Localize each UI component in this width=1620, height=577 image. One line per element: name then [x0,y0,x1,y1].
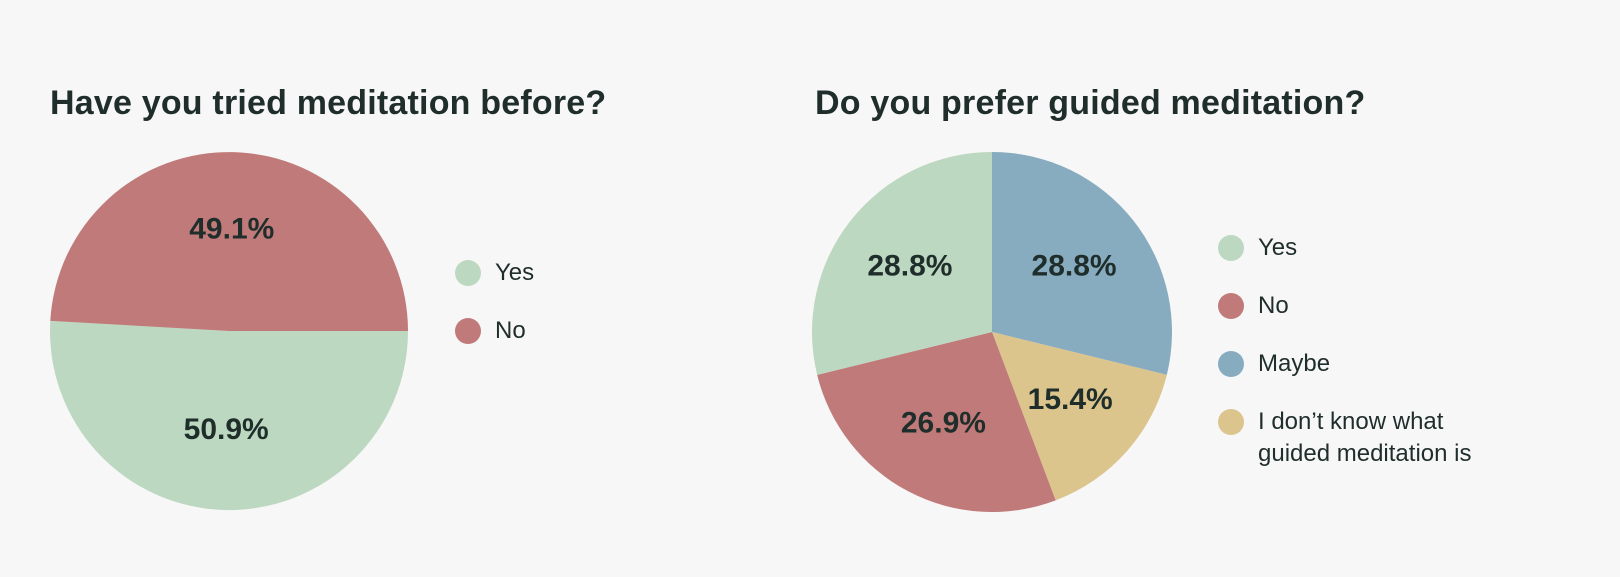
chart-panel-tried-meditation: Have you tried meditation before? 50.9% 4… [0,0,800,577]
pie-chart: 50.9% 49.1% [50,152,409,511]
legend-swatch-no [1218,293,1244,319]
legend-item-dont-know: I don’t know what guided meditation is [1218,406,1548,470]
chart-legend: Yes No Maybe I don’t know what guided me… [1218,232,1548,496]
pie-slice-yes [811,151,992,375]
pie-slice-i-don-t-know-what-guided-meditation-is [992,332,1167,501]
pie-slice-no [817,332,1056,513]
legend-item-yes: Yes [455,257,785,289]
legend-label: I don’t know what guided meditation is [1258,408,1472,467]
legend-label: Maybe [1258,350,1331,377]
slice-value-label: 28.8% [1032,250,1117,283]
slice-value-label: 26.9% [901,406,986,439]
legend-item-no: No [1218,290,1548,322]
legend-swatch-dont-know [1218,409,1244,435]
legend-label: Yes [1258,234,1298,261]
legend-item-maybe: Maybe [1218,348,1548,380]
pie-slice-no [50,152,408,331]
slice-value-label: 50.9% [184,413,269,446]
legend-swatch-yes [1218,235,1244,261]
legend-label: No [1258,292,1289,319]
slice-value-label: 28.8% [867,250,952,283]
pie-slice-maybe [992,152,1173,375]
slice-value-label: 49.1% [189,213,274,246]
legend-swatch-maybe [1218,351,1244,377]
chart-legend: Yes No [455,257,785,373]
legend-swatch-no [455,318,481,344]
legend-item-yes: Yes [1218,232,1548,264]
legend-item-no: No [455,315,785,347]
legend-swatch-yes [455,260,481,286]
legend-label: Yes [495,259,535,286]
pie-slice-yes [50,320,409,511]
chart-panel-guided-meditation: Do you prefer guided meditation? 28.8% 15… [800,0,1620,577]
chart-title: Do you prefer guided meditation? [815,84,1366,122]
slice-value-label: 15.4% [1028,383,1113,416]
pie-chart: 28.8% 15.4% 26.9% 28.8% [811,151,1173,513]
legend-label: No [495,317,526,344]
chart-title: Have you tried meditation before? [50,84,607,122]
